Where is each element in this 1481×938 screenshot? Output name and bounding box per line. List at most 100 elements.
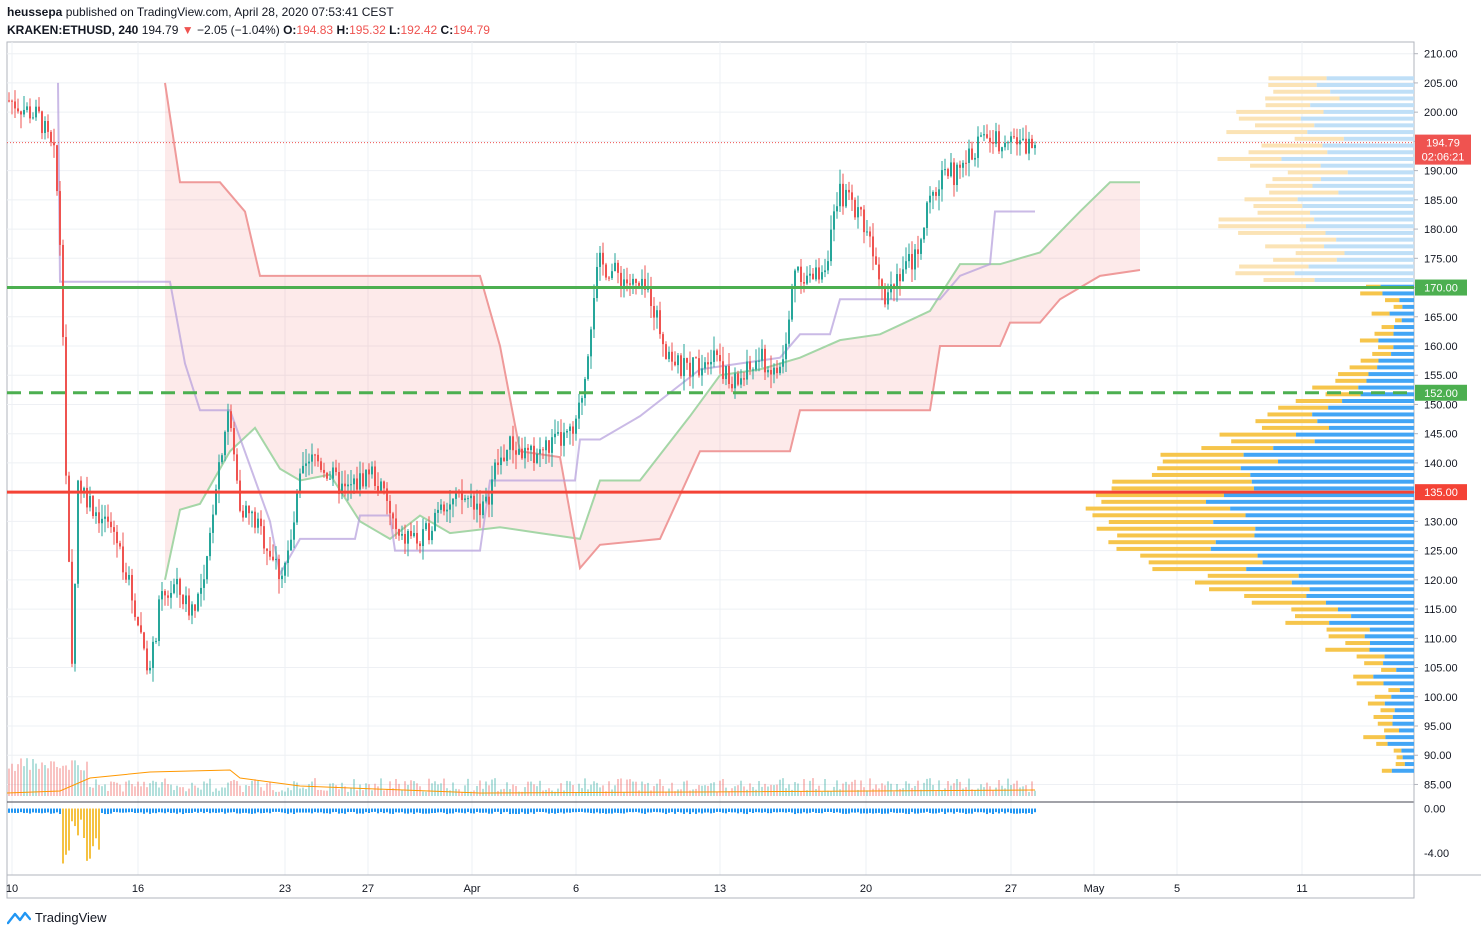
volume-bar (107, 790, 109, 796)
candle-body (803, 282, 805, 284)
candle-body (365, 469, 367, 487)
candle-body (692, 357, 694, 377)
candle-body (776, 367, 778, 374)
candle-body (116, 531, 118, 544)
volume-profile-down (1323, 109, 1414, 114)
volume-bar (491, 779, 493, 796)
oscillator-bar (329, 808, 331, 814)
candle-body (437, 509, 439, 513)
candle-body (338, 472, 340, 494)
volume-profile-up (1364, 661, 1384, 666)
oscillator-bar (674, 808, 676, 814)
candle-body (476, 503, 478, 510)
oscillator-bar (119, 808, 121, 813)
candle-body (914, 249, 916, 270)
candle-body (728, 365, 730, 385)
time-tick-label: May (1084, 883, 1105, 895)
volume-bar (617, 779, 619, 796)
candle-body (662, 334, 664, 345)
volume-bar (362, 790, 364, 796)
price-tick-label: 120.00 (1424, 575, 1458, 587)
oscillator-bar (782, 808, 784, 813)
volume-bar (1007, 778, 1009, 796)
candle-body (701, 368, 703, 376)
oscillator-bar (833, 808, 835, 813)
oscillator-bar (398, 808, 400, 813)
candle-body (992, 142, 994, 144)
candle-body (920, 239, 922, 254)
volume-profile-down (1394, 325, 1414, 330)
candle-body (452, 498, 454, 505)
candle-body (515, 450, 517, 455)
volume-profile-up (1372, 351, 1392, 356)
volume-profile-up (1095, 493, 1224, 498)
last-price: 194.79 (141, 23, 179, 37)
oscillator-bar (323, 808, 325, 814)
volume-profile-down (1401, 318, 1414, 323)
oscillator-bar (872, 808, 874, 814)
tradingview-brand[interactable]: TradingView (7, 910, 107, 925)
candle-body (818, 267, 820, 280)
oscillator-bar (470, 808, 472, 814)
volume-bar (329, 783, 331, 796)
oscillator-bar (956, 808, 958, 812)
volume-profile-down (1358, 385, 1414, 390)
volume-bar (176, 785, 178, 796)
volume-profile-down (1325, 230, 1414, 235)
volume-bar (800, 791, 802, 796)
volume-bar (239, 785, 241, 796)
volume-bar (734, 786, 736, 796)
candle-body (650, 287, 652, 307)
volume-profile-down (1339, 96, 1414, 101)
oscillator-bar (374, 808, 376, 812)
candle-body (140, 625, 142, 633)
candle-body (95, 512, 97, 517)
candle-body (587, 356, 589, 379)
volume-profile-up (1268, 83, 1317, 88)
candle-body (191, 604, 193, 616)
senkou-span-a (164, 181, 1140, 581)
level-price-badge (1415, 279, 1467, 296)
volume-profile-down (1253, 486, 1414, 491)
volume-profile-up (1112, 479, 1252, 484)
oscillator-bar (281, 808, 283, 813)
candle-body (293, 522, 295, 540)
candle-body (752, 369, 754, 371)
volume-profile-up (1326, 627, 1370, 632)
oscillator-bar (1031, 808, 1033, 814)
symbol-name[interactable]: KRAKEN:ETHUSD, 240 (7, 23, 139, 37)
volume-profile-down (1336, 237, 1414, 242)
oscillator-bar (977, 808, 979, 813)
time-tick-label: 10 (6, 883, 18, 895)
oscillator-bar (449, 808, 451, 814)
candle-body (968, 148, 970, 163)
volume-bar (221, 787, 223, 796)
symbol-legend: KRAKEN:ETHUSD, 240 194.79 ▼ −2.05 (−1.04… (7, 23, 490, 37)
volume-bar (101, 786, 103, 796)
candle-body (554, 433, 556, 438)
volume-bar (659, 779, 661, 796)
oscillator-bar (338, 808, 340, 814)
oscillator-bar (236, 808, 238, 814)
candle-body (1007, 142, 1009, 144)
volume-bar (593, 781, 595, 796)
oscillator-bar (473, 808, 475, 814)
oscillator-bar (296, 808, 298, 813)
candle-body (47, 120, 49, 132)
volume-bar (746, 789, 748, 796)
volume-bar (938, 780, 940, 796)
volume-bar (485, 781, 487, 796)
oscillator-bar (668, 808, 670, 813)
volume-profile-down (1343, 136, 1414, 141)
oscillator-bar (815, 808, 817, 813)
volume-bar (692, 789, 694, 796)
volume-profile-down (1342, 399, 1414, 403)
volume-bar (122, 791, 124, 796)
oscillator-bar (911, 808, 913, 813)
volume-bar (947, 781, 949, 796)
author-name[interactable]: heussepa (7, 5, 63, 19)
oscillator-bar (224, 808, 226, 814)
volume-bar (917, 780, 919, 796)
volume-bar (1034, 790, 1036, 796)
